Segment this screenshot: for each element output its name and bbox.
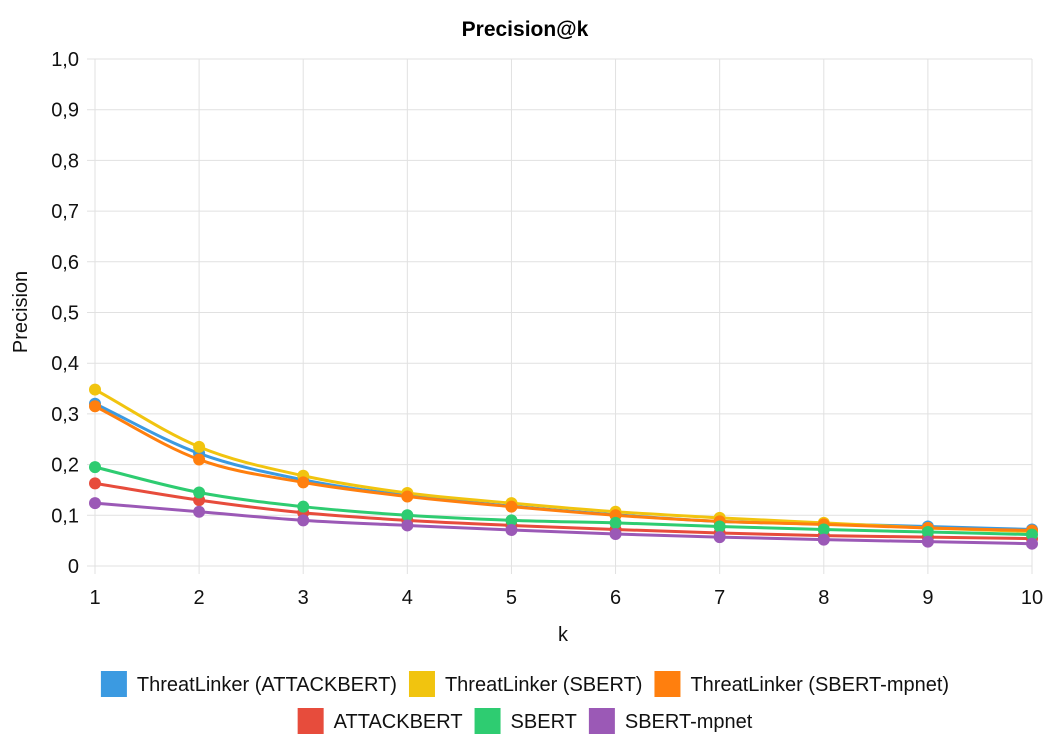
legend-swatch[interactable] — [100, 671, 127, 697]
data-point — [609, 516, 622, 529]
y-axis-ticks: 0 0,1 0,2 0,3 0,4 0,5 0,6 0,7 0,8 0,9 1,0 — [51, 49, 79, 578]
data-point — [401, 490, 414, 503]
data-point — [89, 400, 101, 413]
x-tick-label: 4 — [402, 587, 413, 609]
x-tick-label: 8 — [818, 587, 829, 609]
y-tick-label: 0,4 — [51, 353, 79, 375]
legend-label: ThreatLinker (ATTACKBERT) — [137, 674, 397, 696]
legend-label: ThreatLinker (SBERT) — [445, 674, 642, 696]
data-point — [921, 526, 934, 539]
x-tick-label: 3 — [298, 587, 309, 609]
x-tick-label: 1 — [89, 587, 100, 609]
y-tick-label: 0,3 — [51, 404, 79, 426]
data-point — [193, 453, 206, 466]
data-point — [921, 535, 934, 548]
y-tick-label: 0,5 — [51, 303, 79, 325]
legend-label: ThreatLinker (SBERT-mpnet) — [690, 674, 949, 696]
legend-label: ATTACKBERT — [334, 711, 463, 733]
legend-swatch[interactable] — [654, 671, 681, 697]
x-axis-label: k — [558, 624, 569, 646]
data-point — [297, 476, 310, 489]
y-tick-label: 1,0 — [51, 49, 79, 71]
data-point — [817, 533, 830, 546]
legend-swatch[interactable] — [297, 708, 324, 734]
data-point — [193, 505, 206, 518]
data-point — [193, 486, 206, 499]
series-line — [94, 465, 1033, 537]
data-point — [297, 500, 310, 513]
data-point — [193, 440, 206, 453]
data-point — [401, 519, 414, 532]
series-lines — [89, 383, 1038, 550]
y-axis-label: Precision — [10, 271, 32, 353]
chart-title: Precision@k — [462, 18, 589, 41]
x-tick-label: 6 — [610, 587, 621, 609]
data-point — [713, 520, 726, 533]
legend-label: SBERT-mpnet — [625, 711, 753, 733]
legend-label: SBERT — [511, 711, 577, 733]
x-axis-ticks: 1 2 3 4 5 6 7 8 9 10 — [89, 587, 1043, 609]
data-point — [297, 514, 310, 527]
data-point — [89, 497, 101, 510]
data-point — [401, 509, 414, 522]
data-point — [89, 477, 101, 490]
y-tick-label: 0,2 — [51, 455, 79, 477]
legend-swatch[interactable] — [408, 671, 435, 697]
data-point — [505, 524, 518, 537]
x-tick-label: 7 — [714, 587, 725, 609]
data-point — [89, 383, 101, 396]
series-4 — [89, 461, 1038, 541]
y-tick-label: 0,1 — [51, 505, 79, 527]
series-5 — [89, 497, 1038, 550]
y-tick-label: 0,6 — [51, 252, 79, 274]
legend: ThreatLinker (ATTACKBERT) ThreatLinker (S… — [100, 671, 949, 734]
data-point — [713, 531, 726, 544]
y-tick-label: 0 — [68, 556, 79, 578]
y-tick-label: 0,9 — [51, 100, 79, 122]
x-tick-label: 5 — [506, 587, 517, 609]
series-line — [94, 404, 1033, 533]
x-tick-label: 10 — [1021, 587, 1043, 609]
series-line — [94, 481, 1033, 541]
data-point — [609, 528, 622, 541]
x-tick-label: 2 — [194, 587, 205, 609]
data-point — [505, 514, 518, 527]
data-point — [1026, 537, 1038, 550]
data-point — [1026, 528, 1038, 541]
series-2 — [89, 400, 1038, 537]
y-tick-label: 0,8 — [51, 150, 79, 172]
x-tick-label: 9 — [922, 587, 933, 609]
legend-swatch[interactable] — [474, 708, 501, 734]
y-tick-label: 0,7 — [51, 201, 79, 223]
data-point — [505, 500, 518, 513]
data-point — [89, 461, 101, 474]
data-point — [817, 523, 830, 536]
legend-swatch[interactable] — [588, 708, 615, 734]
series-line — [94, 501, 1033, 546]
